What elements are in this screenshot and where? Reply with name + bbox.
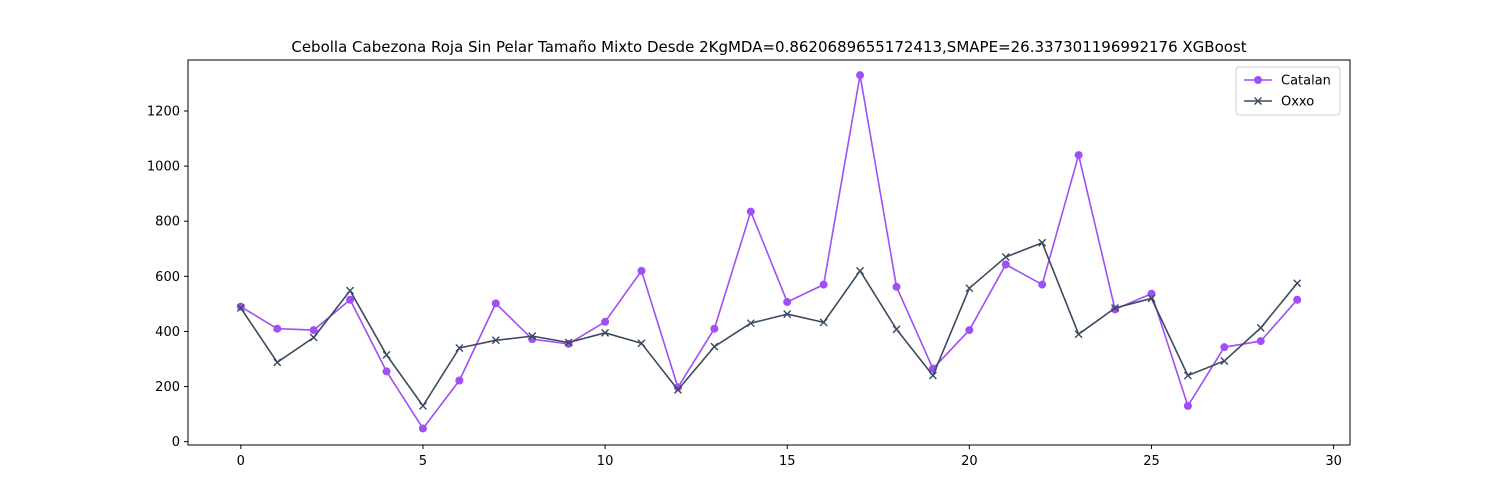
x-tick-label: 15 xyxy=(779,454,796,469)
data-point-oxxo xyxy=(309,333,318,342)
series-line-oxxo xyxy=(240,241,1298,407)
data-point-oxxo xyxy=(601,328,610,337)
x-tick-label: 20 xyxy=(961,454,978,469)
data-point-oxxo xyxy=(965,284,974,293)
data-point-oxxo xyxy=(819,318,828,327)
data-point-catalan xyxy=(673,383,682,392)
y-tick-label: 400 xyxy=(155,325,180,340)
data-point-oxxo xyxy=(1038,238,1047,247)
data-point-catalan xyxy=(491,299,500,308)
data-point-catalan xyxy=(455,376,464,385)
series-line-catalan xyxy=(240,74,1298,430)
legend-box xyxy=(1235,66,1341,116)
legend-label-oxxo: Oxxo xyxy=(1281,95,1314,110)
data-point-catalan xyxy=(637,266,646,275)
data-point-oxxo xyxy=(455,343,464,352)
y-tick-label: 800 xyxy=(155,215,180,230)
data-point-oxxo xyxy=(1220,356,1229,365)
data-point-catalan xyxy=(856,71,865,80)
x-tick-label: 5 xyxy=(419,454,427,469)
data-point-oxxo xyxy=(273,358,282,367)
data-point-catalan xyxy=(1074,151,1083,160)
legend-marker-oxxo xyxy=(1254,97,1262,105)
y-tick-label: 1000 xyxy=(147,160,180,175)
data-point-oxxo xyxy=(1183,371,1192,380)
x-tick-label: 30 xyxy=(1325,454,1342,469)
data-point-catalan xyxy=(783,297,792,306)
data-point-oxxo xyxy=(528,332,537,341)
data-point-oxxo xyxy=(673,385,682,394)
data-point-catalan xyxy=(746,207,755,216)
data-point-oxxo xyxy=(783,310,792,319)
x-tick-label: 25 xyxy=(1143,454,1160,469)
y-tick-label: 200 xyxy=(155,380,180,395)
chart-title: Cebolla Cabezona Roja Sin Pelar Tamaño M… xyxy=(291,38,1246,56)
data-point-catalan xyxy=(309,326,318,335)
data-point-catalan xyxy=(1220,343,1229,352)
data-point-catalan xyxy=(418,424,427,433)
x-tick-label: 0 xyxy=(237,454,245,469)
plot-area xyxy=(236,71,1302,433)
data-point-oxxo xyxy=(710,342,719,351)
data-point-oxxo xyxy=(1074,330,1083,339)
legend: Catalan Oxxo xyxy=(1235,66,1341,116)
y-tick-label: 0 xyxy=(172,435,180,450)
data-point-oxxo xyxy=(1001,253,1010,262)
data-point-oxxo xyxy=(491,336,500,345)
data-point-catalan xyxy=(382,367,391,376)
data-point-catalan xyxy=(1038,280,1047,289)
data-point-oxxo xyxy=(418,401,427,410)
data-point-catalan xyxy=(892,282,901,291)
data-point-catalan xyxy=(236,302,245,311)
data-point-oxxo xyxy=(746,319,755,328)
data-point-oxxo xyxy=(637,339,646,348)
legend-marker-catalan xyxy=(1254,76,1262,84)
data-point-catalan xyxy=(601,317,610,326)
data-point-catalan xyxy=(710,324,719,333)
data-point-catalan xyxy=(273,324,282,333)
data-point-catalan xyxy=(1001,260,1010,269)
data-point-oxxo xyxy=(382,350,391,359)
data-point-oxxo xyxy=(564,338,573,347)
data-point-catalan xyxy=(965,326,974,335)
axes: 0 5 10 15 20 25 30 0 200 400 600 800 1000 1200 xyxy=(147,104,1342,469)
data-point-oxxo xyxy=(1111,304,1120,313)
data-point-oxxo xyxy=(928,371,937,380)
y-tick-label: 600 xyxy=(155,270,180,285)
plot-frame xyxy=(187,59,1351,446)
data-point-catalan xyxy=(1256,337,1265,346)
data-point-catalan xyxy=(819,280,828,289)
y-tick-label: 1200 xyxy=(147,104,180,119)
data-point-oxxo xyxy=(346,286,355,295)
legend-label-catalan: Catalan xyxy=(1281,74,1331,89)
data-point-oxxo xyxy=(236,304,245,313)
data-point-oxxo xyxy=(856,266,865,275)
data-point-oxxo xyxy=(1293,279,1302,288)
x-tick-label: 10 xyxy=(597,454,614,469)
data-point-catalan xyxy=(1183,401,1192,410)
data-point-oxxo xyxy=(892,325,901,334)
data-point-oxxo xyxy=(1256,323,1265,332)
data-point-oxxo xyxy=(1147,294,1156,303)
data-point-catalan xyxy=(346,295,355,304)
data-point-catalan xyxy=(1293,295,1302,304)
